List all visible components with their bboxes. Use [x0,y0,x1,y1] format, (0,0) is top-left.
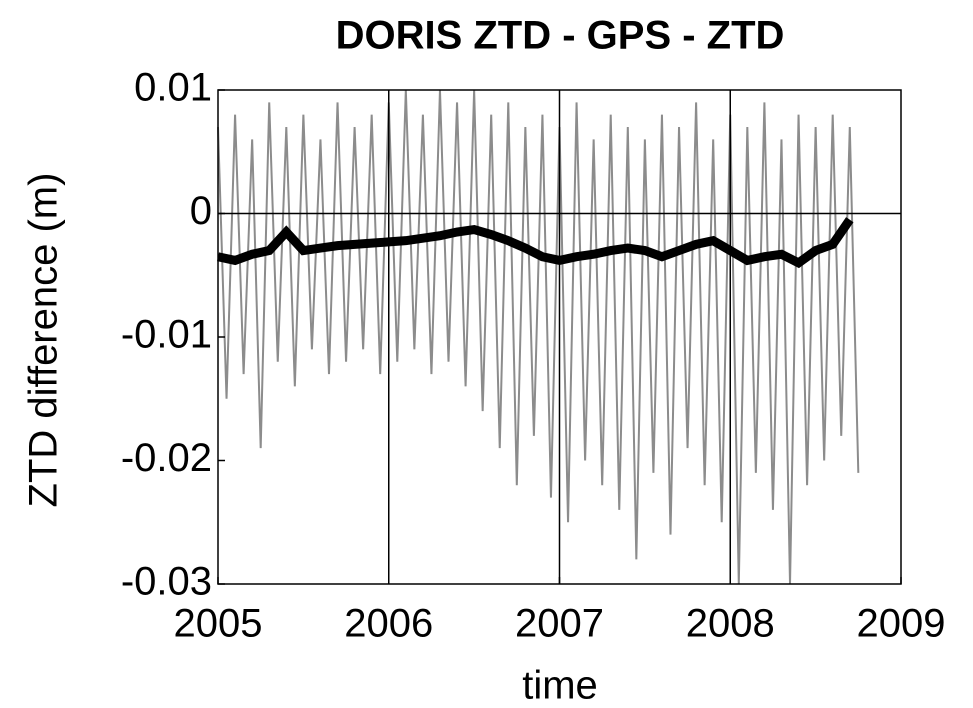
x-tick-label: 2006 [344,602,433,646]
y-tick-label: -0.03 [121,560,212,604]
x-axis-label: time [522,664,598,708]
x-tick-label: 2007 [515,602,604,646]
chart-title: DORIS ZTD - GPS - ZTD [336,14,785,58]
x-tick-label: 2009 [857,602,946,646]
y-tick-label: 0.01 [134,66,212,110]
data-line [217,89,860,585]
y-axis-label: ZTD difference (m) [22,173,66,508]
x-tick-label: 2008 [686,602,775,646]
data-line [217,217,854,269]
x-tick-label: 2005 [174,602,263,646]
y-tick-label: -0.01 [121,313,212,357]
y-tick-label: -0.02 [121,436,212,480]
y-tick-label: 0 [190,189,212,233]
